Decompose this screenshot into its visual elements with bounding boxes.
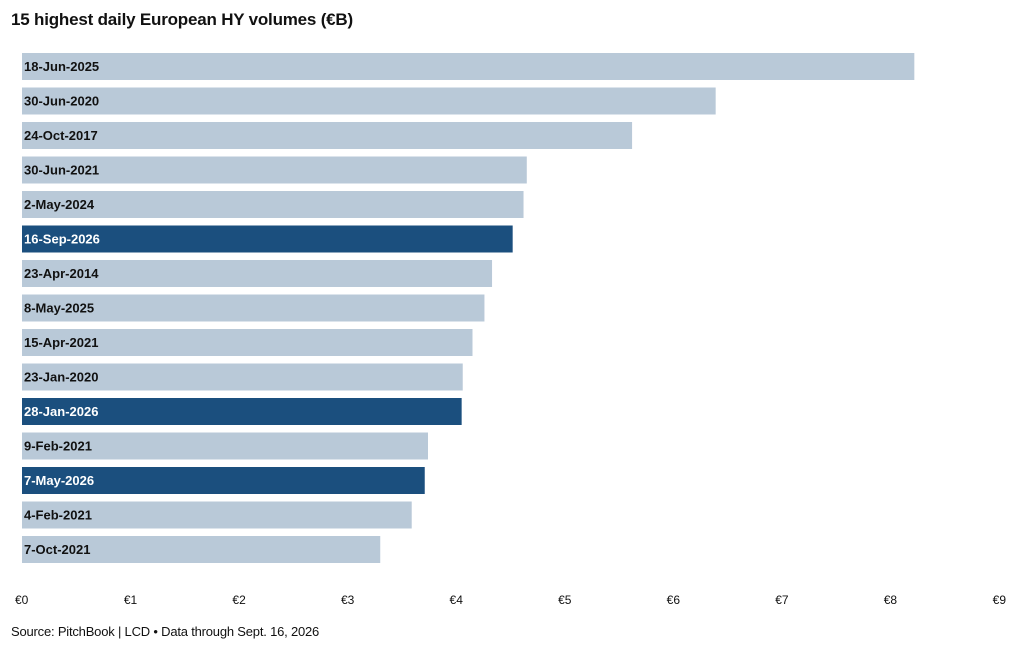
bar [22, 501, 412, 529]
x-tick-label: €7 [775, 593, 789, 607]
bar [22, 294, 485, 322]
x-tick-label: €8 [884, 593, 898, 607]
x-tick-label: €6 [667, 593, 681, 607]
bar-category-label: 7-Oct-2021 [24, 542, 90, 557]
x-tick-label: €2 [232, 593, 246, 607]
bar [22, 53, 915, 80]
bar-category-label: 9-Feb-2021 [24, 439, 92, 454]
bar-category-label: 8-May-2025 [24, 301, 94, 316]
bar [22, 467, 425, 494]
bar [22, 398, 462, 425]
x-tick-label: €3 [341, 593, 355, 607]
x-tick-label: €1 [124, 593, 138, 607]
bar [22, 87, 716, 115]
bar-category-label: 24-Oct-2017 [24, 128, 98, 143]
bar-category-label: 18-Jun-2025 [24, 59, 99, 74]
bar-category-label: 2-May-2024 [24, 197, 95, 212]
bar [22, 156, 527, 184]
bar-category-label: 4-Feb-2021 [24, 508, 92, 523]
bar-category-label: 30-Jun-2021 [24, 163, 99, 178]
bar-category-label: 28-Jan-2026 [24, 404, 98, 419]
chart-title: 15 highest daily European HY volumes (€B… [11, 10, 353, 29]
bar [22, 260, 493, 287]
bar [22, 329, 473, 356]
x-tick-label: €4 [450, 593, 464, 607]
source-note: Source: PitchBook | LCD • Data through S… [11, 624, 320, 639]
bar-category-label: 7-May-2026 [24, 473, 94, 488]
x-tick-label: €0 [15, 593, 29, 607]
bar [22, 122, 633, 149]
bar [22, 432, 428, 460]
bar-category-label: 16-Sep-2026 [24, 232, 100, 247]
bar-category-label: 15-Apr-2021 [24, 335, 98, 350]
bar [22, 536, 381, 563]
bar-category-label: 23-Jan-2020 [24, 370, 98, 385]
bar-category-label: 23-Apr-2014 [24, 266, 99, 281]
bar [22, 225, 513, 253]
x-tick-label: €5 [558, 593, 572, 607]
bars-group: 18-Jun-2025 30-Jun-2020 24-Oct-2017 30-Jun-… [22, 53, 915, 563]
bar [22, 191, 524, 218]
x-tick-label: €9 [993, 593, 1007, 607]
bar [22, 363, 463, 391]
bar-category-label: 30-Jun-2020 [24, 94, 99, 109]
x-axis-ticks: €0 €1 €2 €3 €4 €5 €6 €7 €8 €9 [15, 593, 1006, 607]
